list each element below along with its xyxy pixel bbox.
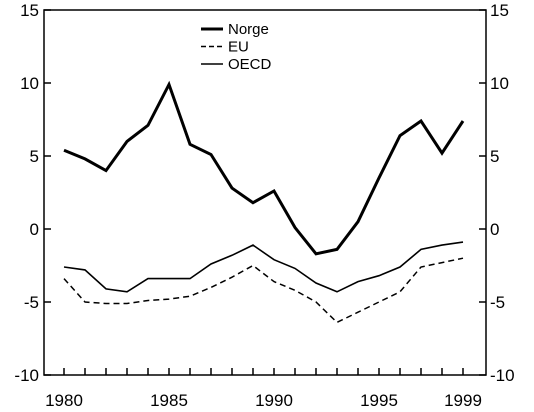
right-y-axis-labels: 15 10 5 0 -5 -10 xyxy=(490,1,515,385)
y-tick-label-right: 10 xyxy=(490,74,509,93)
legend-label-oecd: OECD xyxy=(228,56,272,73)
y-tick-label-left: 10 xyxy=(20,74,39,93)
plot-frame xyxy=(43,9,487,376)
series-lines xyxy=(63,80,465,324)
x-tick-label: 1990 xyxy=(255,391,293,410)
y-tick-label-left: -5 xyxy=(24,293,39,312)
x-tick-label: 1980 xyxy=(45,391,83,410)
x-tick-label: 1999 xyxy=(444,391,482,410)
ticks xyxy=(44,9,486,376)
y-tick-label-right: -10 xyxy=(490,366,515,385)
y-tick-label-left: 5 xyxy=(30,147,39,166)
y-tick-label-left: 15 xyxy=(20,1,39,20)
y-tick-label-right: 5 xyxy=(490,147,499,166)
y-tick-label-right: 0 xyxy=(490,220,499,239)
y-tick-label-right: -5 xyxy=(490,293,505,312)
y-tick-label-left: 0 xyxy=(30,220,39,239)
y-tick-label-right: 15 xyxy=(490,1,509,20)
series-line-oecd xyxy=(63,241,464,293)
x-axis-labels: 1980 1985 1990 1995 1999 xyxy=(45,391,482,410)
y-tick-label-left: -10 xyxy=(14,366,39,385)
legend-label-norge: Norge xyxy=(228,21,269,38)
x-tick-label: 1995 xyxy=(360,391,398,410)
series-line-norge xyxy=(63,80,465,256)
series-line-eu xyxy=(63,257,464,324)
left-y-axis-labels: 15 10 5 0 -5 -10 xyxy=(14,1,39,385)
x-tick-label: 1985 xyxy=(150,391,188,410)
legend-label-eu: EU xyxy=(228,39,249,56)
